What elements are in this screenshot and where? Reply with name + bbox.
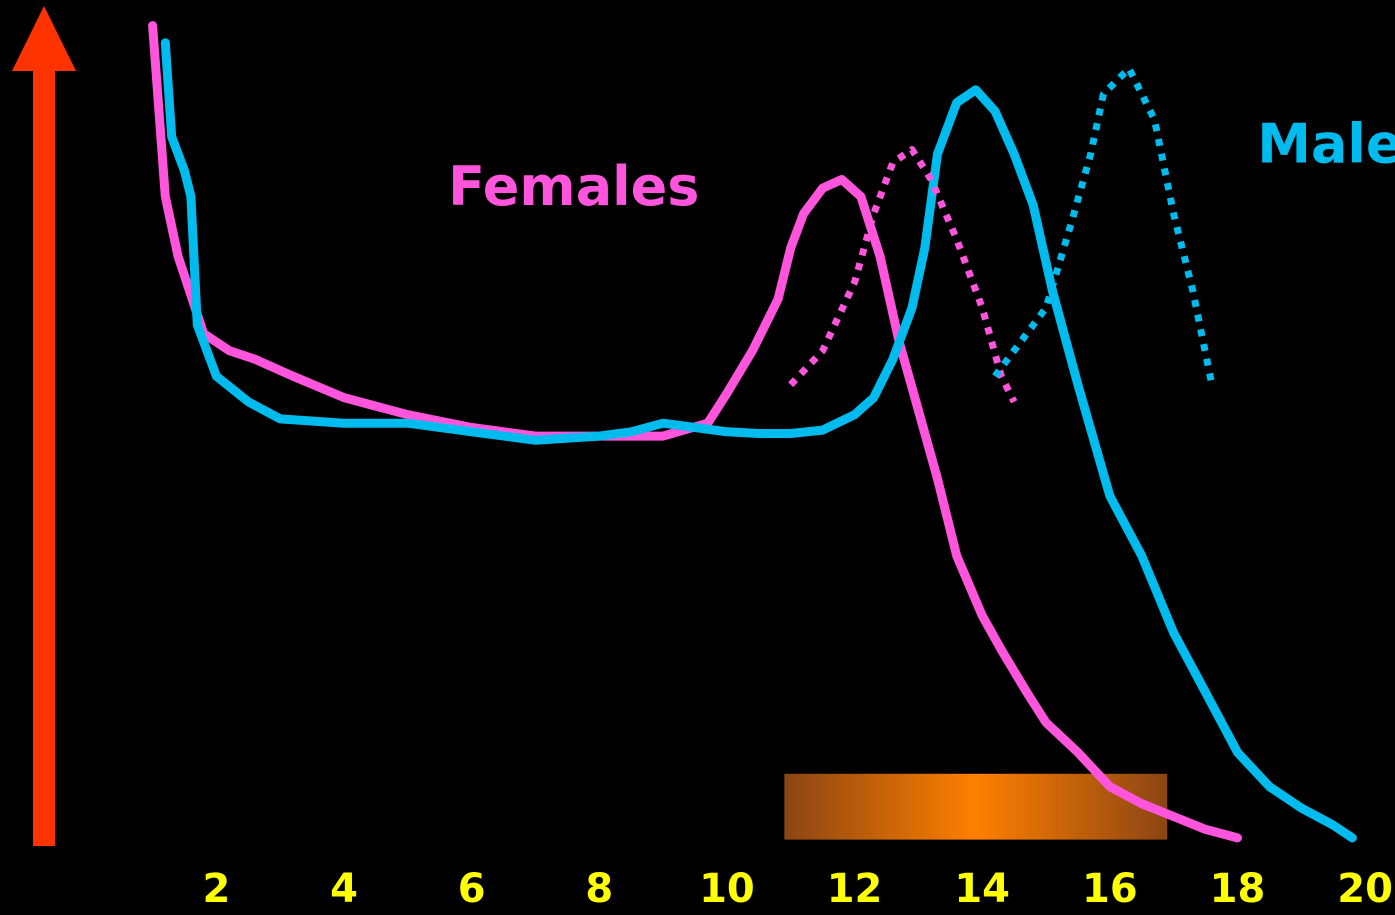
x-tick-label: 16 [1082,866,1138,912]
series-annotations: Females Males [448,112,1395,218]
x-tick-label: 14 [954,866,1010,912]
series-layer [148,21,1357,843]
series-line-females [148,21,1242,843]
x-tick-label: 10 [699,866,755,912]
series-line-males-dotted [992,64,1216,386]
series-line-females-dotted [788,146,1018,404]
y-axis-arrow [12,6,76,846]
x-tick-label: 20 [1337,866,1393,912]
series-label-males: Males [1257,112,1395,175]
x-tick-label: 18 [1210,866,1266,912]
y-axis-arrow-head [12,6,76,71]
series-line-males [160,38,1357,843]
x-tick-labels: 2 4 6 8 10 12 14 16 18 20 [202,866,1392,912]
x-tick-label: 2 [202,866,230,912]
x-tick-label: 6 [458,866,486,912]
series-label-females: Females [448,155,699,218]
x-tick-label: 8 [585,866,613,912]
x-tick-label: 4 [330,866,358,912]
y-axis-arrow-shaft [33,68,55,846]
x-tick-label: 12 [827,866,883,912]
